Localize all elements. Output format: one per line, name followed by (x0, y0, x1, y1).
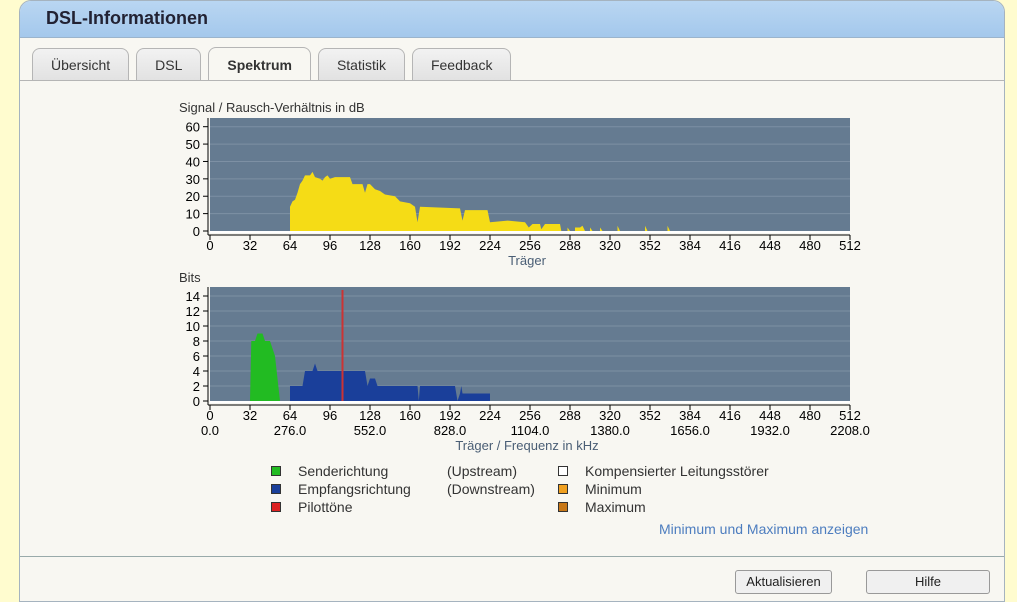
freq-tick-label: 2208.0 (830, 423, 870, 438)
snr-chart-title: Signal / Rausch-Verhältnis in dB (179, 100, 365, 115)
legend-swatch (271, 484, 281, 494)
x-tick-label: 160 (399, 408, 421, 423)
x-tick-label: 320 (599, 408, 621, 423)
x-tick-label: 288 (559, 238, 581, 253)
header: DSL-Informationen (20, 1, 1004, 38)
x-tick-label: 512 (839, 238, 861, 253)
snr-xlabel: Träger (508, 253, 546, 268)
y-tick-label: 60 (186, 120, 200, 135)
x-tick-label: 0 (206, 238, 213, 253)
y-tick-label: 14 (186, 289, 200, 304)
series-area (290, 363, 490, 401)
tab-dsl[interactable]: DSL (136, 48, 202, 80)
legend-upstream: Senderichtung (Upstream) (271, 463, 517, 479)
freq-tick-label: 276.0 (274, 423, 307, 438)
y-tick-label: 8 (193, 334, 200, 349)
y-tick-label: 10 (186, 319, 200, 334)
y-tick-label: 0 (193, 224, 200, 239)
freq-tick-label: 552.0 (354, 423, 387, 438)
x-tick-label: 480 (799, 408, 821, 423)
legend-compensated: Kompensierter Leitungsstörer (558, 463, 769, 479)
bits-xlabel: Träger / Frequenz in kHz (455, 438, 598, 453)
y-tick-label: 2 (193, 379, 200, 394)
x-tick-label: 160 (399, 238, 421, 253)
series-area (290, 171, 670, 231)
x-tick-label: 288 (559, 408, 581, 423)
x-tick-label: 352 (639, 408, 661, 423)
tab-spektrum[interactable]: Spektrum (208, 47, 311, 81)
x-tick-label: 256 (519, 408, 541, 423)
legend-maximum: Maximum (558, 499, 646, 515)
legend-swatch (271, 502, 281, 512)
x-tick-label: 384 (679, 408, 701, 423)
tab-uebersicht[interactable]: Übersicht (32, 48, 130, 80)
y-tick-label: 20 (186, 189, 200, 204)
x-tick-label: 64 (283, 408, 297, 423)
y-tick-label: 10 (186, 207, 200, 222)
page-title: DSL-Informationen (46, 8, 208, 28)
series-area (250, 333, 280, 401)
x-tick-label: 224 (479, 408, 501, 423)
legend-downstream: Empfangsrichtung (Downstream) (271, 481, 535, 497)
freq-tick-label: 1380.0 (590, 423, 630, 438)
legend-pilot: Pilottöne (271, 499, 352, 515)
freq-tick-label: 1656.0 (670, 423, 710, 438)
freq-tick-label: 1932.0 (750, 423, 790, 438)
refresh-button[interactable]: Aktualisieren (735, 570, 832, 594)
y-tick-label: 50 (186, 137, 200, 152)
x-tick-label: 64 (283, 238, 297, 253)
x-tick-label: 0 (206, 408, 213, 423)
y-tick-label: 30 (186, 172, 200, 187)
legend-swatch (558, 484, 568, 494)
charts: Signal / Rausch-Verhältnis in dB Bits Tr… (179, 100, 870, 453)
x-tick-label: 192 (439, 238, 461, 253)
y-tick-label: 4 (193, 364, 200, 379)
x-tick-label: 416 (719, 408, 741, 423)
x-tick-label: 352 (639, 238, 661, 253)
x-tick-label: 448 (759, 408, 781, 423)
x-tick-label: 224 (479, 238, 501, 253)
x-tick-label: 32 (243, 408, 257, 423)
x-tick-label: 96 (323, 238, 337, 253)
show-min-max-link[interactable]: Minimum und Maximum anzeigen (659, 521, 869, 537)
help-button[interactable]: Hilfe (866, 570, 990, 594)
x-tick-label: 256 (519, 238, 541, 253)
x-tick-label: 96 (323, 408, 337, 423)
tab-feedback[interactable]: Feedback (411, 48, 512, 80)
footer-divider (20, 556, 1004, 557)
tab-bar: Übersicht DSL Spektrum Statistik Feedbac… (32, 47, 512, 81)
x-tick-label: 384 (679, 238, 701, 253)
x-tick-label: 480 (799, 238, 821, 253)
y-tick-label: 6 (193, 349, 200, 364)
x-tick-label: 192 (439, 408, 461, 423)
x-tick-label: 320 (599, 238, 621, 253)
y-tick-label: 40 (186, 154, 200, 169)
x-tick-label: 128 (359, 238, 381, 253)
x-tick-label: 416 (719, 238, 741, 253)
freq-tick-label: 1104.0 (511, 423, 550, 438)
legend-swatch (558, 502, 568, 512)
x-tick-label: 32 (243, 238, 257, 253)
freq-tick-label: 828.0 (434, 423, 467, 438)
y-tick-label: 0 (193, 394, 200, 409)
bits-chart-title: Bits (179, 270, 201, 285)
y-tick-label: 12 (186, 304, 200, 319)
legend-swatch (271, 466, 281, 476)
tab-divider (20, 80, 1004, 81)
legend-minimum: Minimum (558, 481, 642, 497)
x-tick-label: 128 (359, 408, 381, 423)
x-tick-label: 448 (759, 238, 781, 253)
x-tick-label: 512 (839, 408, 861, 423)
freq-tick-label: 0.0 (201, 423, 219, 438)
tab-statistik[interactable]: Statistik (317, 48, 405, 80)
legend-swatch (558, 466, 568, 476)
